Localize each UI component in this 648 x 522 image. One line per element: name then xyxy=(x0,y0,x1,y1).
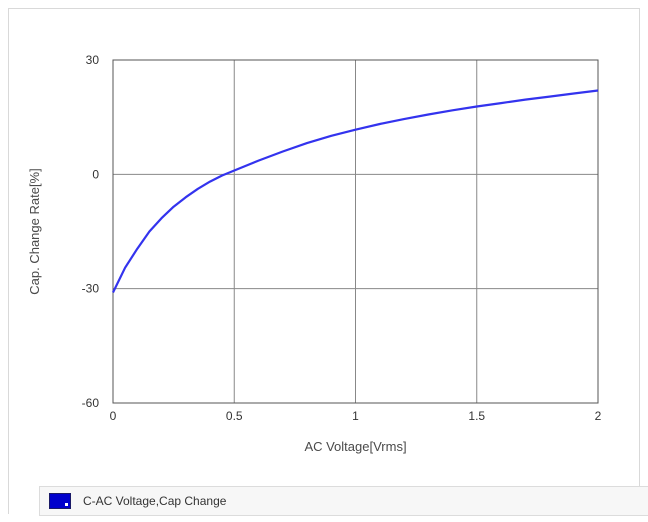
y-tick-label: 30 xyxy=(86,53,100,67)
x-axis-label: AC Voltage[Vrms] xyxy=(304,439,406,454)
x-tick-label: 1 xyxy=(352,409,359,423)
x-tick-label: 0 xyxy=(110,409,117,423)
line-chart: 0 0.5 1 1.5 2 30 0 -30 -60 AC Voltage[Vrms] Cap… xyxy=(27,53,602,454)
x-tick-label: 1.5 xyxy=(468,409,485,423)
x-tick-label: 0.5 xyxy=(226,409,243,423)
y-tick-label: -60 xyxy=(82,396,100,410)
gridlines xyxy=(112,59,599,404)
legend: C-AC Voltage,Cap Change xyxy=(39,486,648,516)
legend-label: C-AC Voltage,Cap Change xyxy=(83,494,227,508)
y-tick-label: -30 xyxy=(82,282,100,296)
series-layer xyxy=(112,89,599,293)
x-tick-label: 2 xyxy=(595,409,602,423)
x-axis-ticks: 0 0.5 1 1.5 2 xyxy=(110,409,602,423)
series-line xyxy=(112,89,599,293)
plot-area xyxy=(112,59,599,404)
y-tick-label: 0 xyxy=(92,167,99,181)
y-axis-ticks: 30 0 -30 -60 xyxy=(82,53,100,410)
legend-swatch xyxy=(49,493,71,509)
y-axis-label: Cap. Change Rate[%] xyxy=(27,168,42,294)
chart-panel: 0 0.5 1 1.5 2 30 0 -30 -60 AC Voltage[Vrms] Cap… xyxy=(8,8,648,516)
